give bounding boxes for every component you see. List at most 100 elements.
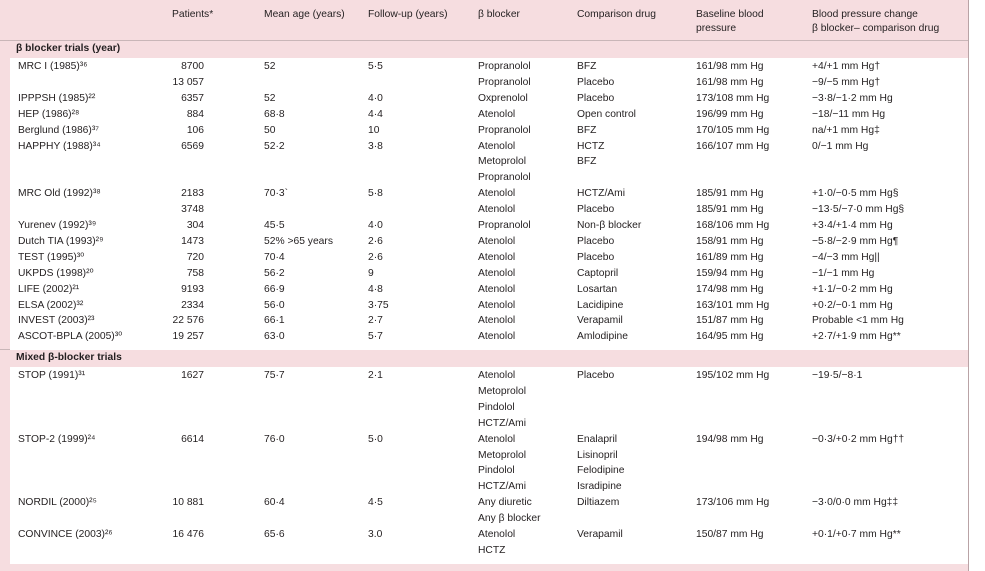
table-row: HEP (1986)²⁸ 884 68·8 4·4 Atenolol Open contr… — [0, 107, 968, 122]
table-row: Metoprolol BFZ — [0, 154, 968, 169]
table-row: Propranolol — [0, 170, 968, 185]
comparison-drug-cell: Verapamil — [577, 529, 623, 540]
beta-blocker-cell: Atenolol — [478, 140, 516, 152]
beta-blocker-cell: HCTZ/Ami — [478, 417, 527, 429]
table-body-mixed-trials — [10, 367, 968, 564]
table-body-beta-blocker-trials — [10, 58, 968, 350]
patients-cell: 10 881 — [172, 497, 205, 509]
follow-up-cell: 2·6 — [368, 251, 383, 263]
bp-change-cell: +2·7/+1·9 mm Hg** — [812, 331, 901, 343]
beta-blocker-cell: Atenolol — [478, 433, 516, 445]
table-row: Berglund (1986)³⁷ 106 50 10 Propranolol BFZ 17… — [0, 123, 968, 138]
comparison-drug-cell: Placebo — [577, 370, 615, 381]
baseline-bp-cell: 195/102 mm Hg — [696, 370, 770, 381]
baseline-bp-cell: 161/89 mm Hg — [696, 251, 764, 263]
baseline-bp-cell: 163/101 mm Hg — [696, 299, 770, 311]
beta-blocker-cell: Any β blocker — [478, 513, 541, 525]
patients-cell: 16 476 — [172, 529, 205, 540]
table-row: Metoprolol Lisinopril — [0, 448, 968, 463]
section-heading-beta-blocker-trials: β blocker trials (year) — [0, 40, 968, 58]
baseline-bp-cell: 164/95 mm Hg — [696, 331, 764, 343]
col-header-baseline-bp-line1: Baseline blood — [696, 9, 764, 20]
comparison-drug-cell: Amlodipine — [577, 331, 628, 343]
mean-age-cell: 76·0 — [264, 433, 285, 445]
mean-age-cell: 70·3` — [264, 188, 289, 200]
beta-blocker-cell: Propranolol — [478, 61, 531, 72]
follow-up-cell: 3·8 — [368, 140, 383, 152]
baseline-bp-cell: 159/94 mm Hg — [696, 267, 764, 279]
comparison-drug-cell: Diltiazem — [577, 497, 620, 509]
trial-name: Yurenev (1992)³⁹ — [18, 220, 97, 231]
comparison-drug-cell: Lacidipine — [577, 299, 624, 311]
table-row: NORDIL (2000)²⁵ 10 881 60·4 4·5 Any diuretic… — [0, 495, 968, 510]
patients-cell: 6357 — [181, 92, 204, 104]
trial-name: STOP (1991)³¹ — [18, 370, 86, 381]
trial-name: TEST (1995)³⁰ — [18, 251, 85, 263]
follow-up-cell: 2·1 — [368, 370, 383, 381]
table-row: HCTZ/Ami — [0, 416, 968, 431]
follow-up-cell: 3·75 — [368, 299, 389, 311]
baseline-bp-cell: 170/105 mm Hg — [696, 124, 770, 136]
follow-up-cell: 10 — [368, 124, 380, 136]
bp-change-cell: +0·2/−0·1 mm Hg — [812, 299, 893, 311]
col-header-mean-age: Mean age (years) — [264, 9, 345, 20]
table-row: MRC Old (1992)³⁸ 2183 70·3` 5·8 Atenolol HCTZ… — [0, 186, 968, 201]
col-header-bp-change-line1: Blood pressure change — [812, 9, 918, 20]
beta-blocker-cell: Metoprolol — [478, 156, 527, 168]
trial-name: STOP-2 (1999)²⁴ — [18, 433, 96, 445]
table-row: STOP-2 (1999)²⁴ 6614 76·0 5·0 Atenolol Enalap… — [0, 432, 968, 447]
col-header-bp-change-line2: β blocker– comparison drug — [812, 23, 940, 34]
trial-name: NORDIL (2000)²⁵ — [18, 497, 97, 509]
follow-up-cell: 5·0 — [368, 433, 383, 445]
table-row: TEST (1995)³⁰ 720 70·4 2·6 Atenolol Placebo 16… — [0, 250, 968, 265]
beta-blocker-cell: HCTZ — [478, 544, 506, 556]
mean-age-cell: 63·0 — [264, 331, 285, 343]
patients-cell: 19 257 — [172, 331, 205, 343]
mean-age-cell: 50 — [264, 124, 276, 136]
patients-cell: 106 — [186, 124, 204, 136]
trial-name: ELSA (2002)³² — [18, 299, 84, 311]
patients-cell: 2183 — [181, 188, 204, 200]
follow-up-cell: 2·6 — [368, 235, 383, 247]
mean-age-cell: 68·8 — [264, 108, 285, 120]
mean-age-cell: 52 — [264, 92, 276, 104]
trial-name: CONVINCE (2003)²⁶ — [18, 529, 113, 540]
beta-blocker-cell: Atenolol — [478, 267, 516, 279]
baseline-bp-cell: 150/87 mm Hg — [696, 529, 764, 540]
table-row: 13 057 Propranolol Placebo 161/98 mm Hg −9/−… — [0, 75, 968, 90]
bp-change-cell: 0/−1 mm Hg — [812, 140, 869, 152]
follow-up-cell: 5·5 — [368, 61, 383, 72]
bp-change-cell: −5·8/−2·9 mm Hg¶ — [812, 235, 899, 247]
follow-up-cell: 9 — [368, 267, 374, 279]
table-row: ASCOT-BPLA (2005)³⁰ 19 257 63·0 5·7 Atenolol… — [0, 329, 968, 344]
section-title: Mixed β-blocker trials — [16, 352, 122, 363]
table-row: HCTZ/Ami Isradipine — [0, 479, 968, 494]
beta-blocker-cell: Atenolol — [478, 251, 516, 263]
patients-cell: 9193 — [181, 283, 204, 295]
comparison-drug-cell: Placebo — [577, 235, 615, 247]
beta-blocker-cell: Atenolol — [478, 204, 516, 216]
beta-blocker-cell: HCTZ/Ami — [478, 481, 527, 493]
beta-blocker-cell: Atenolol — [478, 108, 516, 120]
mean-age-cell: 45·5 — [264, 220, 285, 231]
mean-age-cell: 70·4 — [264, 251, 285, 263]
mean-age-cell: 52% >65 years — [264, 235, 333, 247]
bp-change-cell: +1·1/−0·2 mm Hg — [812, 283, 893, 295]
col-header-baseline-bp-line2: pressure — [696, 23, 737, 34]
col-header-comparison-drug: Comparison drug — [577, 9, 656, 20]
bp-change-cell: −1/−1 mm Hg — [812, 267, 875, 279]
follow-up-cell: 5·7 — [368, 331, 383, 343]
beta-blocker-cell: Metoprolol — [478, 385, 527, 397]
follow-up-cell: 4·5 — [368, 497, 383, 509]
patients-cell: 1627 — [181, 370, 204, 381]
bp-change-cell: +4/+1 mm Hg† — [812, 61, 881, 72]
trial-name: Dutch TIA (1993)²⁹ — [18, 235, 104, 247]
beta-blocker-cell: Atenolol — [478, 315, 516, 327]
mean-age-cell: 65·6 — [264, 529, 285, 540]
mean-age-cell: 75·7 — [264, 370, 285, 381]
table-row: Any β blocker — [0, 511, 968, 526]
patients-cell: 22 576 — [172, 315, 205, 327]
mean-age-cell: 52·2 — [264, 140, 285, 152]
baseline-bp-cell: 158/91 mm Hg — [696, 235, 764, 247]
patients-cell: 304 — [186, 220, 204, 231]
